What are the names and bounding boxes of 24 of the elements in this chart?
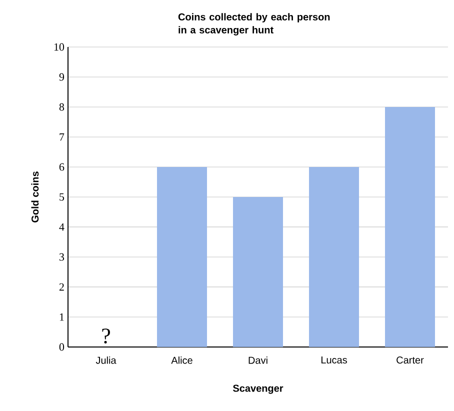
y-tick-label: 5 xyxy=(60,193,64,201)
x-tick-label: Carter xyxy=(396,356,424,364)
x-tick-label: Davi xyxy=(248,356,268,364)
bar xyxy=(157,166,207,347)
chart-title: Coins collected by each person in a scavenger hunt xyxy=(178,13,330,36)
annotation: ? xyxy=(102,328,110,344)
y-tick-label: 7 xyxy=(60,133,64,141)
y-tick-label: 6 xyxy=(59,163,64,171)
y-tick-label: 2 xyxy=(59,283,64,291)
y-tick-label: 3 xyxy=(60,253,64,261)
y-tick-label: 0 xyxy=(59,343,64,351)
y-tick-label: 9 xyxy=(59,73,64,81)
x-tick-label: Julia xyxy=(96,356,116,364)
y-tick-label: 4 xyxy=(59,223,64,231)
x-tick-label: Lucas xyxy=(321,356,347,364)
y-tick-label: 8 xyxy=(59,103,64,111)
bar xyxy=(385,106,435,347)
y-axis-title: Gold coins xyxy=(31,172,39,222)
bar xyxy=(233,196,284,347)
x-tick-label: Alice xyxy=(171,356,192,364)
y-tick-label: 1 xyxy=(60,313,64,321)
y-tick-label: 10 xyxy=(54,43,64,51)
bar xyxy=(309,166,359,347)
x-axis-title: Scavenger xyxy=(232,384,284,394)
